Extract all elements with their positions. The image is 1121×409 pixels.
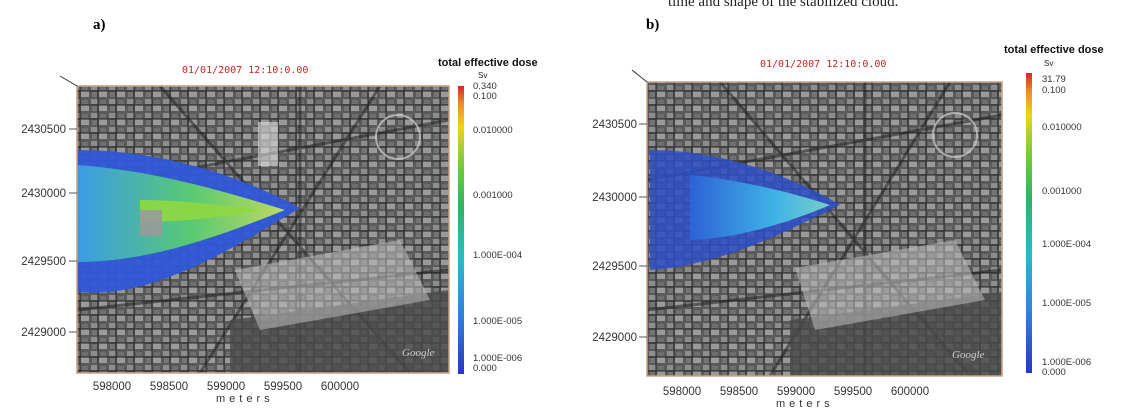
x-tick-label-a-4: 600000 (321, 381, 359, 393)
colorbar-label-a-1: 0.010000 (473, 125, 513, 136)
y-tick-label-a-3: 2430500 (21, 124, 66, 136)
colorbar-label-b-5: 1.000E-006 (1042, 357, 1091, 368)
colorbar-a: total effective dose Sv 0.340 0.100 0.01… (438, 57, 538, 374)
colorbar-min-a: 0.000 (473, 363, 497, 374)
x-tick-label-b-4: 600000 (891, 386, 929, 398)
y-tick-label-a-1: 2429500 (21, 256, 66, 268)
y-tick-label-b-1: 2429500 (592, 261, 637, 273)
colorbar-title-b: total effective dose (1004, 44, 1104, 56)
y-axis-a: 2429000 2429500 2430000 2430500 (21, 124, 77, 339)
colorbar-max-b: 31.79 (1042, 74, 1066, 85)
colorbar-label-a-2: 0.001000 (473, 190, 513, 201)
x-tick-label-a-3: 599500 (264, 381, 302, 393)
colorbar-unit-b: Sv (1044, 59, 1053, 68)
colorbar-gradient-b (1026, 73, 1032, 373)
colorbar-label-b-4: 1.000E-005 (1042, 298, 1091, 309)
x-tick-label-b-1: 598500 (720, 386, 758, 398)
colorbar-label-a-5: 1.000E-006 (473, 353, 522, 364)
map-area-b: Google (646, 81, 1003, 377)
colorbar-min-b: 0.000 (1042, 367, 1066, 378)
colorbar-b: total effective dose Sv 31.79 0.100 0.01… (1004, 44, 1104, 378)
x-tick-label-a-2: 599000 (207, 381, 245, 393)
colorbar-unit-a: Sv (478, 71, 487, 80)
map-credit-b: Google (952, 349, 985, 361)
y-tick-label-b-2: 2430000 (592, 192, 637, 204)
y-tick-label-b-0: 2429000 (592, 332, 637, 344)
x-tick-label-a-1: 598500 (150, 381, 188, 393)
colorbar-label-a-4: 1.000E-005 (473, 316, 522, 327)
panel-label-b: b) (646, 17, 660, 33)
y-tick-label-a-0: 2429000 (21, 327, 66, 339)
x-axis-label-a: meters (216, 393, 274, 405)
colorbar-label-a-3: 1.000E-004 (473, 250, 522, 261)
x-tick-label-a-0: 598000 (93, 381, 131, 393)
colorbar-label-b-3: 1.000E-004 (1042, 239, 1091, 250)
x-tick-label-b-2: 599000 (777, 386, 815, 398)
x-tick-label-b-3: 599500 (834, 386, 872, 398)
x-axis-b: 598000 598500 599000 599500 600000 (663, 386, 929, 398)
timestamp-a: 01/01/2007 12:10:0.00 (182, 65, 308, 76)
colorbar-label-b-1: 0.010000 (1042, 122, 1082, 133)
panel-label-a: a) (93, 17, 106, 33)
timestamp-b: 01/01/2007 12:10:0.00 (760, 59, 886, 70)
y-axis-b: 2429000 2429500 2430000 2430500 (592, 119, 647, 344)
x-axis-a: 598000 598500 599000 599500 600000 (93, 381, 359, 393)
colorbar-top-b: 0.100 (1042, 85, 1066, 96)
colorbar-top-a: 0.100 (473, 91, 497, 102)
y-tick-label-b-3: 2430500 (592, 119, 637, 131)
colorbar-max-a: 0.340 (473, 81, 497, 92)
colorbar-title-a: total effective dose (438, 57, 538, 69)
map-credit-a: Google (402, 347, 435, 359)
plume-core-b (690, 175, 830, 240)
colorbar-label-b-2: 0.001000 (1042, 186, 1082, 197)
map-area-a: Google (76, 85, 450, 374)
panel-b: 01/01/2007 12:10:0.00 Google 24290002429… (592, 44, 1103, 409)
x-axis-label-b: meters (776, 398, 834, 409)
x-tick-label-b-0: 598000 (663, 386, 701, 398)
y-tick-label-a-2: 2430000 (21, 188, 66, 200)
caption-fragment: time and shape of the stabilized cloud. (668, 0, 899, 10)
panel-a: 01/01/2007 12:10:0.00 Google 24290002429… (21, 57, 537, 405)
colorbar-gradient-a (458, 86, 464, 374)
